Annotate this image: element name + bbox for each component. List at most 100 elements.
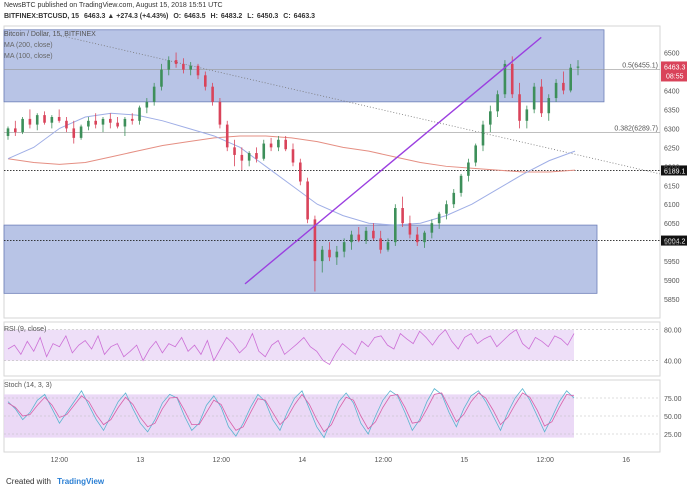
candle-body <box>14 128 17 133</box>
candle-body <box>357 234 361 241</box>
fib-label: 0.382(6289.7) <box>614 125 658 132</box>
candle-body <box>320 249 324 262</box>
o-value: 6463.5 <box>184 13 206 20</box>
sr-zone <box>3 224 598 294</box>
rsi-line <box>7 329 575 365</box>
legend-ma200: MA (200, close) <box>4 42 53 49</box>
price-tick: 6050 <box>664 221 680 228</box>
price-tick: 6350 <box>664 107 680 114</box>
candle-body <box>277 139 280 148</box>
candle-body <box>562 82 565 91</box>
candle-body <box>540 86 543 114</box>
candle-body <box>554 82 558 99</box>
last-price-box <box>661 61 687 82</box>
level-box <box>661 235 687 246</box>
price-tick: 6250 <box>664 145 680 152</box>
legend-ma100: MA (100, close) <box>4 53 53 60</box>
candle-body <box>430 223 434 233</box>
ma200-line <box>7 135 576 173</box>
price-tick: 6100 <box>664 202 680 209</box>
price-tick: 6150 <box>664 183 680 190</box>
candle-body <box>415 234 419 243</box>
level-box <box>661 165 687 176</box>
candle-body <box>386 242 390 250</box>
candle-body <box>291 149 295 163</box>
candle-body <box>79 126 83 138</box>
candle-body <box>481 124 485 146</box>
candle-body <box>57 117 61 121</box>
time-tick: 12:00 <box>536 457 554 464</box>
descending-dotted-line <box>59 35 661 175</box>
candle-body <box>452 192 456 205</box>
candle-body <box>459 175 463 193</box>
header-published-text: NewsBTC published on TradingView.com, Au… <box>4 2 223 9</box>
candle-body <box>525 109 529 121</box>
candle-body <box>299 162 302 182</box>
candle-body <box>306 181 309 220</box>
last-price-label: 6463.3 <box>664 64 686 71</box>
candle-body <box>138 107 141 121</box>
time-tick: 14 <box>298 457 306 464</box>
candle-body <box>313 219 317 262</box>
time-tick: 13 <box>136 457 144 464</box>
candle-body <box>328 249 331 258</box>
candle-body <box>6 128 10 136</box>
price-tick: 5900 <box>664 278 680 285</box>
price-tick: 6200 <box>664 164 680 171</box>
stoch-k-line <box>7 387 575 439</box>
candle-body <box>401 208 404 224</box>
stoch-tick: 25.00 <box>664 432 682 439</box>
o-label: O: <box>173 13 182 20</box>
candle-body <box>269 143 273 148</box>
candle-body <box>284 139 287 150</box>
candle-body <box>503 63 507 95</box>
candle-body <box>152 86 156 102</box>
price-tick: 5950 <box>664 259 680 266</box>
candle-body <box>445 204 448 214</box>
candle-body <box>204 75 207 87</box>
change-label: 6463.3 ▲ +274.3 (+4.43%) <box>84 13 169 20</box>
l-value: 6450.3 <box>256 13 279 20</box>
candle-body <box>160 69 163 87</box>
footer: Created with TradingView <box>6 477 104 486</box>
candle-body <box>225 124 229 148</box>
rsi-tick: 40.00 <box>664 359 682 366</box>
stoch-d-line <box>7 392 575 433</box>
candle-body <box>145 101 149 108</box>
candle-body <box>109 118 112 123</box>
header-published: NewsBTC published on TradingView.com, Au… <box>4 2 226 9</box>
tradingview-logo[interactable]: TradingView <box>57 477 105 486</box>
rsi-band <box>4 329 574 361</box>
candle-body <box>532 86 536 110</box>
candle-body <box>364 230 368 241</box>
symbol-label: BITFINEX:BTCUSD, 15 <box>4 13 80 20</box>
rsi-title: RSI (9, close) <box>4 326 47 333</box>
time-tick: 12:00 <box>51 457 69 464</box>
candle-body <box>547 98 551 114</box>
stoch-title: Stoch (14, 3, 3) <box>4 382 52 389</box>
candle-body <box>65 120 68 129</box>
h-label: H: <box>210 13 218 20</box>
candle-body <box>247 153 251 161</box>
candle-body <box>233 147 236 155</box>
candle-body <box>94 120 97 125</box>
candle-body <box>43 115 46 123</box>
candle-body <box>467 162 470 176</box>
price-tick: 5850 <box>664 297 680 304</box>
price-tick: 6500 <box>664 51 680 58</box>
candle-body <box>167 60 171 70</box>
candle-body <box>35 115 39 125</box>
rsi-tick: 80.00 <box>664 328 682 335</box>
candle-body <box>342 242 346 252</box>
candle-body <box>50 117 54 123</box>
time-tick: 15 <box>460 457 468 464</box>
level-box-label: 6004.2 <box>664 239 686 246</box>
candle-body <box>211 86 214 102</box>
price-pane <box>3 25 661 319</box>
candle-body <box>123 118 127 127</box>
candle-body <box>496 94 499 112</box>
candle-body <box>196 65 200 76</box>
candle-body <box>437 213 441 224</box>
